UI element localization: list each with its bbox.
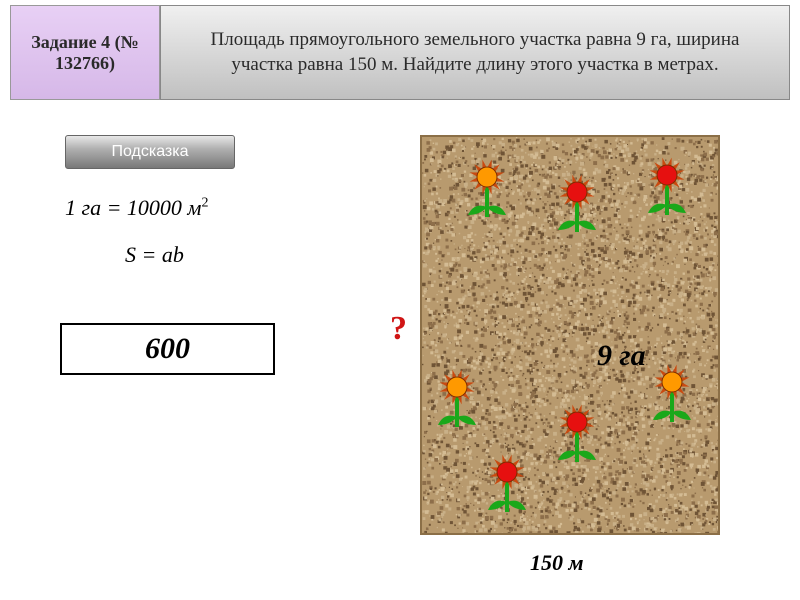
formula-hectare-sup: 2 [201, 196, 208, 211]
field-container: 9 га [420, 135, 720, 535]
flower-4 [552, 402, 602, 472]
flower-2 [642, 155, 692, 225]
hint-button[interactable]: Подсказка [65, 135, 235, 169]
problem-box: Площадь прямоугольного земельного участк… [160, 5, 790, 100]
field: 9 га [420, 135, 720, 535]
flower-1 [552, 172, 602, 242]
area-label: 9 га [597, 339, 646, 373]
width-label: 150 м [530, 550, 584, 576]
formula-area: S = ab [125, 242, 184, 268]
hint-label: Подсказка [111, 143, 188, 161]
flower-3 [432, 367, 482, 437]
formula-hectare: 1 га = 10000 м2 [65, 195, 208, 221]
question-mark: ? [390, 310, 407, 348]
formula-hectare-text: 1 га = 10000 м [65, 195, 201, 220]
problem-text: Площадь прямоугольного земельного участк… [181, 28, 769, 77]
flower-5 [647, 362, 697, 432]
flower-0 [462, 157, 512, 227]
answer-value: 600 [145, 332, 190, 366]
task-label: Задание 4 (№ 132766) [17, 32, 153, 74]
task-box: Задание 4 (№ 132766) [10, 5, 160, 100]
answer-box: 600 [60, 323, 275, 375]
flower-6 [482, 452, 532, 522]
